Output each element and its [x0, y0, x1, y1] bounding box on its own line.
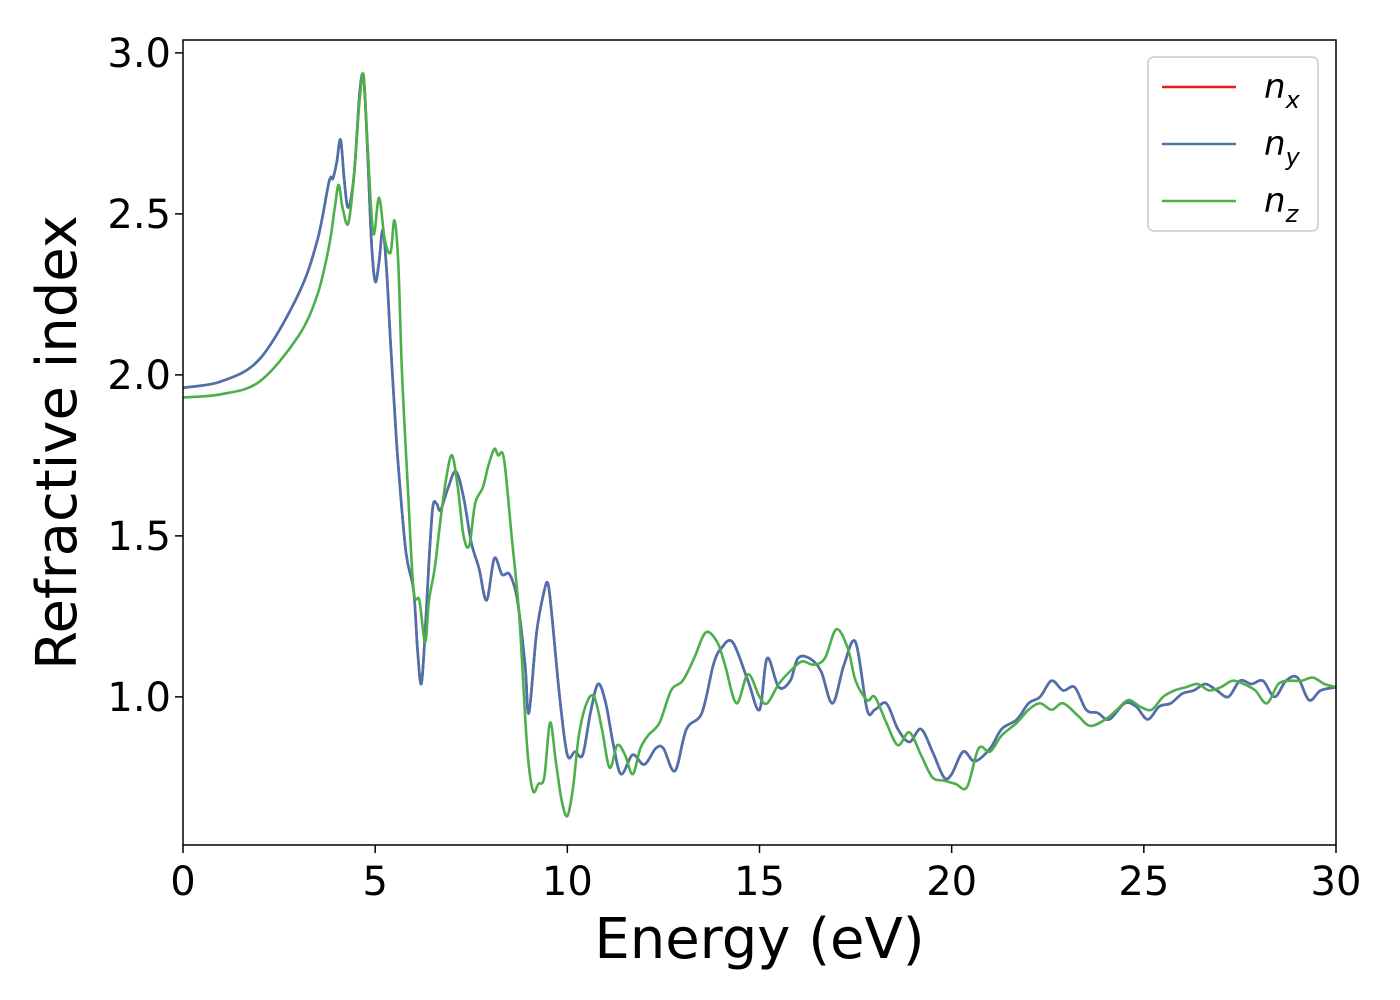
x-tick-label: 10 — [542, 859, 593, 905]
x-tick-label: 5 — [362, 859, 387, 905]
y-tick-label: 1.0 — [107, 675, 171, 721]
x-axis: 0 5 10 15 20 25 30 — [170, 845, 1361, 905]
series-line-n-z — [183, 72, 1336, 818]
x-tick-label: 30 — [1311, 859, 1362, 905]
legend-label-n-x: nx — [1264, 67, 1301, 114]
y-tick-label: 3.0 — [107, 31, 171, 77]
legend-label-n-y: ny — [1264, 124, 1301, 171]
x-tick-label: 20 — [926, 859, 977, 905]
x-axis-title: Energy (eV) — [594, 907, 924, 972]
y-tick-label: 1.5 — [107, 514, 171, 560]
y-tick-label: 2.0 — [107, 353, 171, 399]
y-axis-title: Refractive index — [25, 215, 90, 670]
y-axis: 1.0 1.5 2.0 2.5 3.0 — [107, 31, 183, 721]
series-lines — [183, 72, 1336, 818]
x-tick-label: 15 — [734, 859, 785, 905]
y-tick-label: 2.5 — [107, 192, 171, 238]
series-line-n-y — [183, 72, 1336, 781]
x-tick-label: 25 — [1118, 859, 1169, 905]
x-tick-label: 0 — [170, 859, 195, 905]
